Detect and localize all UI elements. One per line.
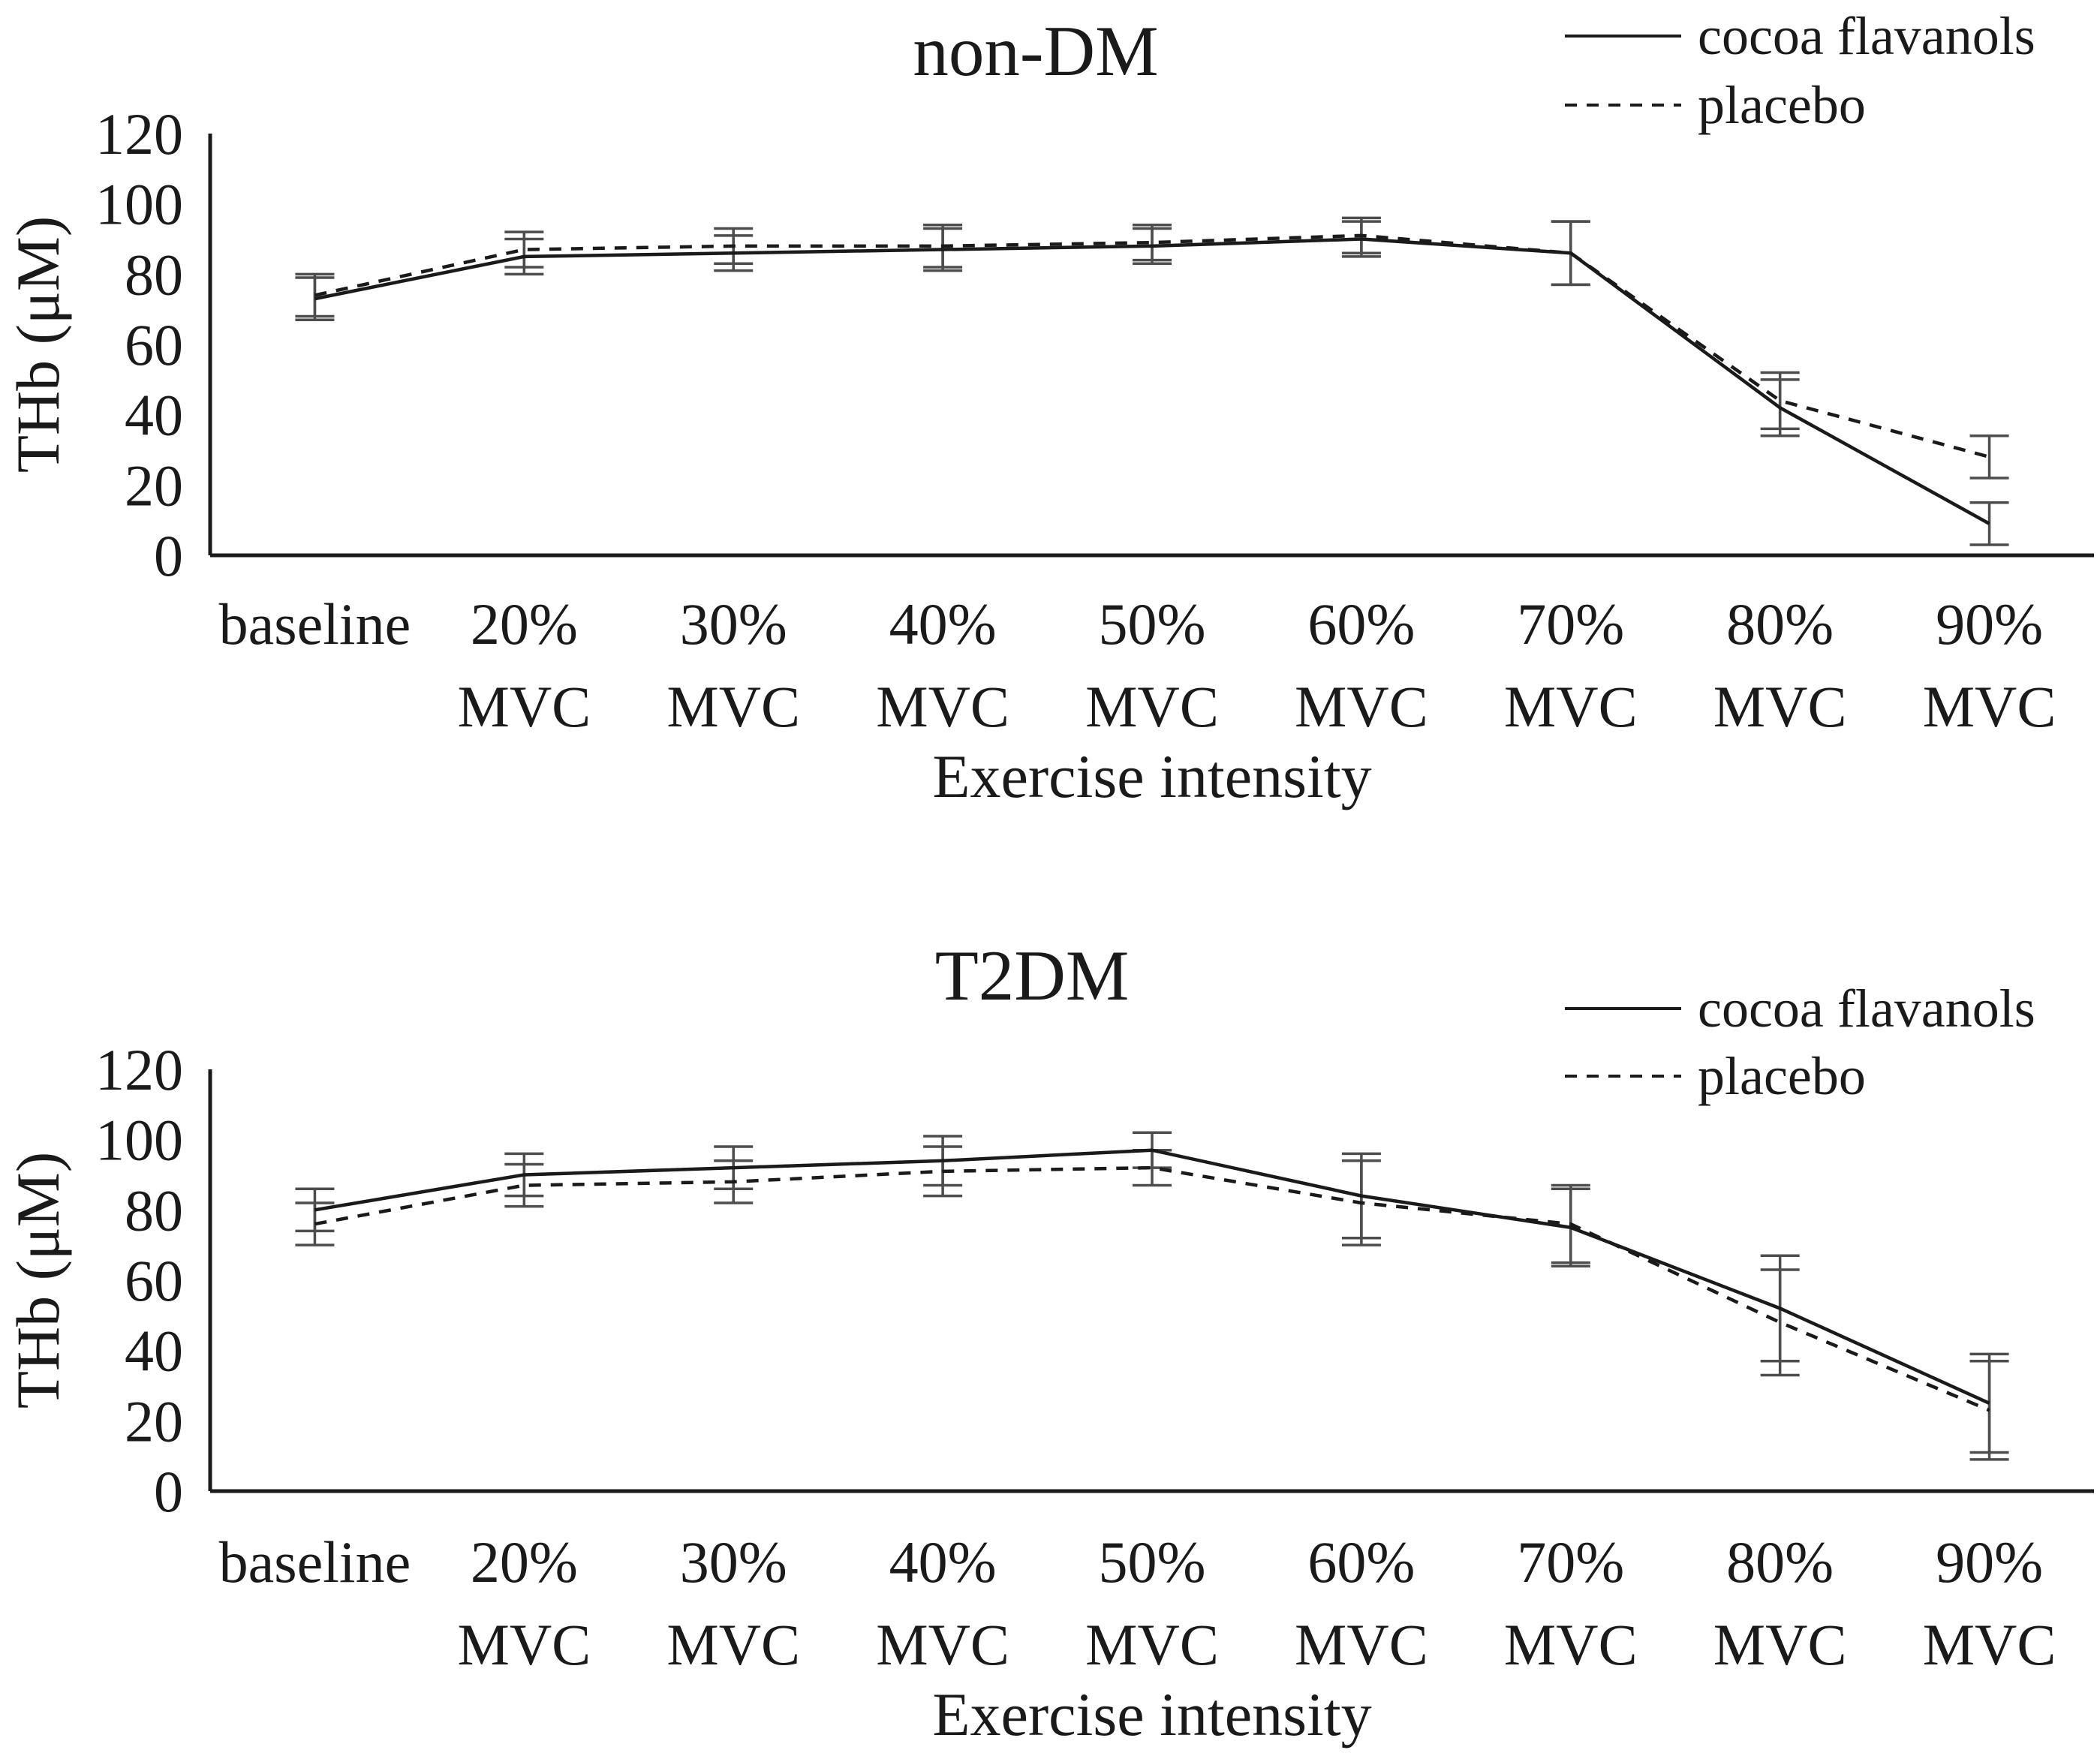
- series-line-placebo: [314, 1165, 1990, 1412]
- legend-label-cocoa: cocoa flavanols: [1698, 979, 2035, 1039]
- y-tick-label: 0: [154, 1459, 183, 1524]
- error-bar: [1760, 371, 1800, 431]
- x-category-label: 70%: [1517, 1529, 1624, 1595]
- x-category-label: 70%: [1517, 591, 1624, 657]
- x-category-label-mvc: MVC: [1713, 1612, 1847, 1677]
- series-line-cocoa-flavanols: [314, 237, 1990, 525]
- y-tick-label: 60: [125, 312, 183, 377]
- x-category-label: 50%: [1099, 1529, 1206, 1595]
- x-category-label: 80%: [1726, 591, 1834, 657]
- x-category-label: 90%: [1936, 1529, 2043, 1595]
- x-category-label: 50%: [1099, 591, 1206, 657]
- x-category-label-mvc: MVC: [1713, 674, 1847, 739]
- x-category-label: 80%: [1726, 1529, 1834, 1595]
- x-category-label-mvc: MVC: [1085, 674, 1219, 739]
- legend: cocoa flavanols placebo: [1565, 979, 2035, 1106]
- x-axis-title: Exercise intensity: [932, 1680, 1371, 1748]
- y-tick-label: 120: [95, 1037, 183, 1102]
- x-category-label-mvc: MVC: [1085, 1612, 1219, 1677]
- y-tick-label: 0: [154, 523, 183, 588]
- error-bar: [504, 230, 544, 269]
- x-category-label-mvc: MVC: [457, 1612, 591, 1677]
- y-tick-label: 100: [95, 172, 183, 237]
- x-category-label-mvc: MVC: [1295, 674, 1428, 739]
- legend: cocoa flavanols placebo: [1565, 6, 2035, 135]
- t2dm-chart: T2DM cocoa flavanols placebo THb (μM) Ex…: [4, 936, 2094, 1748]
- error-bar: [295, 272, 335, 318]
- x-category-label: 30%: [680, 591, 787, 657]
- legend-label-placebo: placebo: [1698, 1046, 1866, 1106]
- x-category-label-mvc: MVC: [1504, 674, 1638, 739]
- x-category-label: 40%: [889, 591, 997, 657]
- legend-label-placebo: placebo: [1698, 75, 1866, 135]
- y-tick-label: 80: [125, 1177, 183, 1243]
- x-category-label: 20%: [471, 591, 578, 657]
- x-category-label-mvc: MVC: [666, 674, 800, 739]
- y-tick-label: 20: [125, 1388, 183, 1454]
- y-tick-label: 20: [125, 453, 183, 518]
- x-category-label-mvc: MVC: [666, 1612, 800, 1677]
- y-tick-label: 100: [95, 1108, 183, 1173]
- y-axis-title: THb (μM): [4, 216, 72, 473]
- x-category-label-mvc: MVC: [1295, 1612, 1428, 1677]
- series-line-placebo: [314, 233, 1990, 459]
- x-category-label-mvc: MVC: [457, 674, 591, 739]
- chart-title: T2DM: [935, 936, 1130, 1015]
- y-axis-title: THb (μM): [4, 1152, 72, 1409]
- x-category-label: 60%: [1307, 591, 1415, 657]
- y-tick-label: 40: [125, 383, 183, 448]
- chart-title: non-DM: [913, 11, 1158, 91]
- x-category-label: 40%: [889, 1529, 997, 1595]
- error-bar: [504, 1162, 544, 1208]
- y-tick-label: 60: [125, 1248, 183, 1313]
- y-tick-label: 120: [95, 101, 183, 167]
- x-category-label: 60%: [1307, 1529, 1415, 1595]
- x-category-label-mvc: MVC: [1923, 674, 2056, 739]
- x-category-label-mvc: MVC: [1923, 1612, 2056, 1677]
- x-category-label-mvc: MVC: [876, 1612, 1009, 1677]
- y-tick-label: 40: [125, 1318, 183, 1384]
- x-category-label: baseline: [219, 1529, 411, 1595]
- x-category-label: 30%: [680, 1529, 787, 1595]
- x-category-label: baseline: [219, 591, 411, 657]
- legend-label-cocoa: cocoa flavanols: [1698, 6, 2035, 66]
- x-axis-title: Exercise intensity: [932, 742, 1371, 810]
- error-bar: [1133, 224, 1172, 262]
- non-dm-chart: non-DM cocoa flavanols placebo THb (μM) …: [4, 6, 2094, 810]
- x-category-label-mvc: MVC: [1504, 1612, 1638, 1677]
- y-tick-label: 80: [125, 242, 183, 307]
- x-category-label-mvc: MVC: [876, 674, 1009, 739]
- x-category-label: 90%: [1936, 591, 2043, 657]
- x-category-label: 20%: [471, 1529, 578, 1595]
- error-bar: [1969, 434, 2009, 480]
- error-bar: [1760, 1268, 1800, 1377]
- series-line-cocoa-flavanols: [314, 1148, 1990, 1405]
